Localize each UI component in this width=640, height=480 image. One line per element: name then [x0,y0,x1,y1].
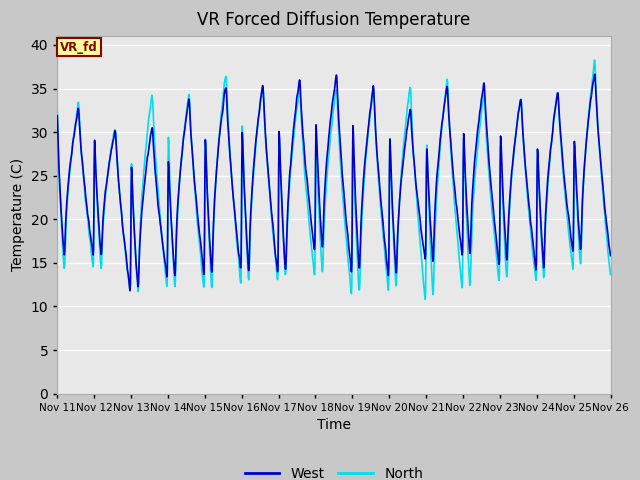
West [177,164,184,169]
West [493,236,500,242]
West [239,136,246,142]
North [177,167,184,173]
West [541,222,549,228]
Line: North: North [58,60,611,300]
North [591,57,598,63]
North [493,252,500,258]
North [238,123,246,129]
North [541,232,549,238]
North [607,272,614,277]
Line: West: West [58,74,611,290]
North [54,109,61,115]
West [420,248,428,253]
West [607,252,614,258]
Title: VR Forced Diffusion Temperature: VR Forced Diffusion Temperature [197,11,470,29]
Y-axis label: Temperature (C): Temperature (C) [11,158,25,272]
Legend: West, North: West, North [239,462,429,480]
West [126,288,134,293]
West [54,113,61,119]
West [591,72,598,77]
North [420,281,428,287]
North [421,297,429,302]
North [163,283,171,289]
X-axis label: Time: Time [317,418,351,432]
Text: VR_fd: VR_fd [60,40,98,53]
West [163,268,171,274]
